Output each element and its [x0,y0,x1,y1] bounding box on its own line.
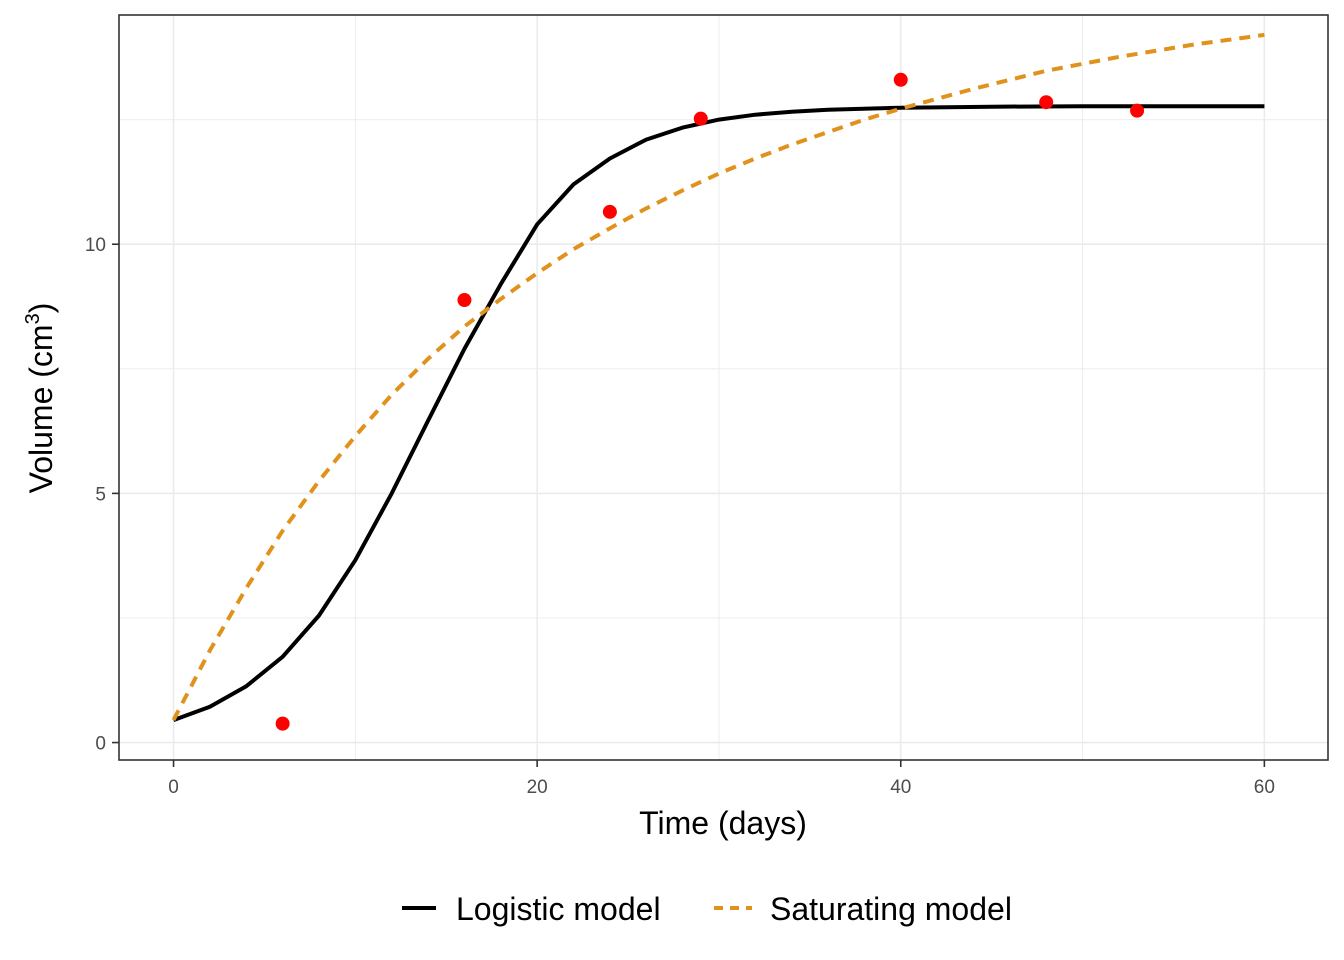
y-axis-title-main: Volume (cm [23,324,59,493]
observed-points [275,72,1145,731]
y-axis-title-close: ) [23,303,59,314]
legend-label-saturating: Saturating model [770,891,1012,927]
y-tick-label: 0 [95,734,106,755]
y-axis-title-superscript: 3 [22,313,44,324]
observed-point [275,716,290,731]
x-axis-title: Time (days) [639,805,807,841]
observed-point [1130,103,1145,118]
observed-point [457,293,472,308]
observed-point [602,204,617,219]
y-axis-title: Volume (cm3) [22,303,59,494]
axis-ticks: 0 20 40 60 0 5 10 [85,235,1275,798]
x-tick-label: 0 [168,777,179,798]
series-lines [171,32,1265,722]
y-tick-label: 10 [85,235,106,256]
observed-point [1039,95,1054,110]
observed-point [693,111,708,126]
x-tick-label: 60 [1254,777,1275,798]
x-tick-label: 20 [527,777,548,798]
legend: Logistic model Saturating model [402,891,1012,927]
panel-border [118,14,1329,761]
grid [119,15,1328,760]
y-tick-label: 5 [95,484,106,505]
x-tick-label: 40 [890,777,911,798]
legend-label-logistic: Logistic model [456,891,661,927]
logistic-model-line [172,104,1265,722]
observed-point [893,72,908,87]
